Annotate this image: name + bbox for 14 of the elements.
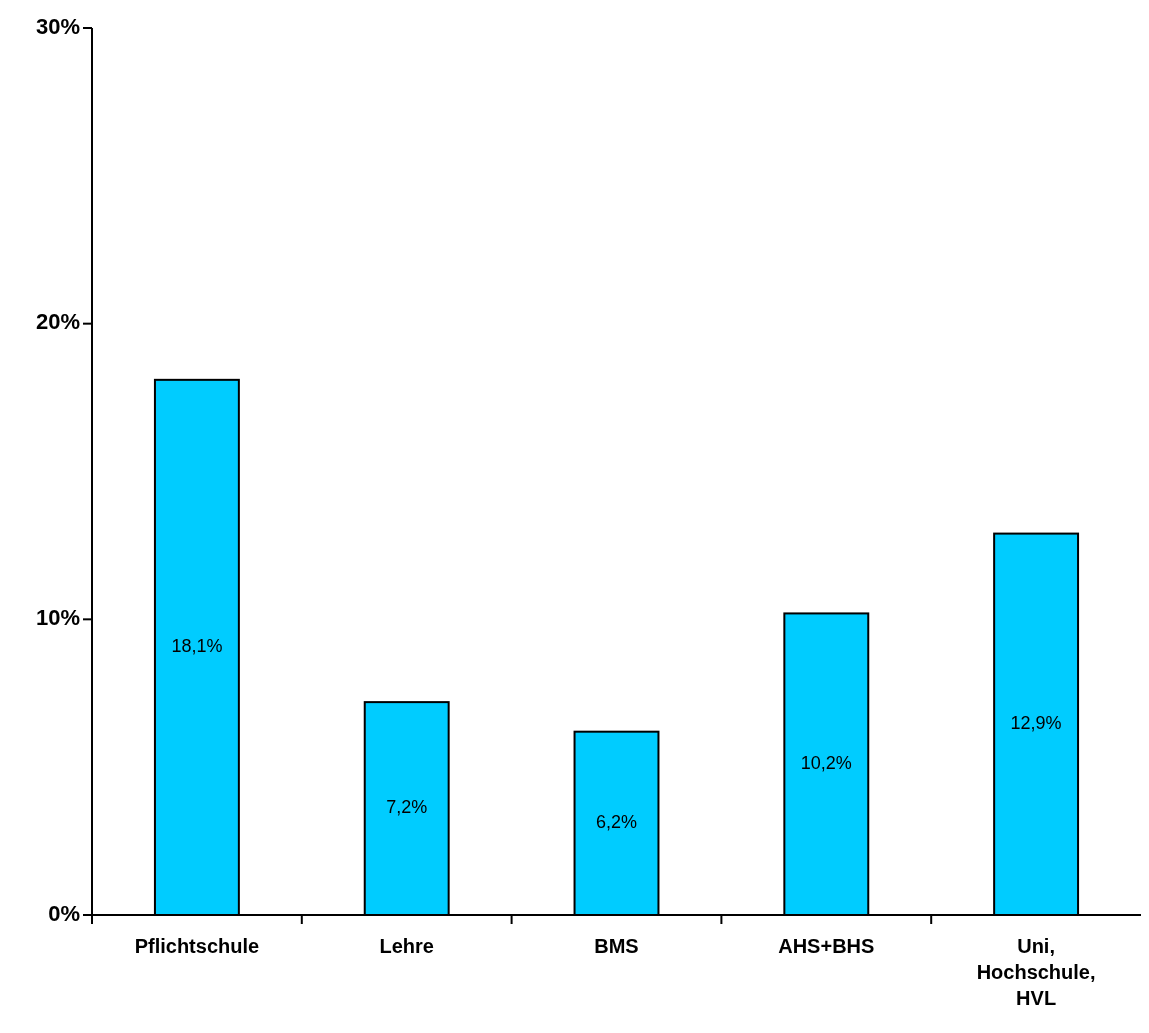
y-tick-label: 10% [35, 605, 80, 631]
x-tick-label: Uni, Hochschule, HVL [976, 935, 1096, 1009]
data-label: 6,2% [595, 812, 638, 833]
x-tick-label: Lehre [379, 935, 434, 957]
y-tick-label: 20% [35, 309, 80, 335]
y-tick-label: 0% [48, 900, 80, 926]
data-label: 12,9% [1010, 713, 1062, 734]
data-label: 10,2% [800, 752, 852, 773]
data-label: 7,2% [386, 797, 428, 818]
x-tick-label: Pflichtschule [134, 935, 260, 957]
x-tick-label: AHS+BHS [778, 935, 875, 957]
data-label: 18,1% [171, 636, 223, 657]
x-tick-label: BMS [594, 935, 639, 957]
y-tick-label: 30% [35, 13, 80, 39]
